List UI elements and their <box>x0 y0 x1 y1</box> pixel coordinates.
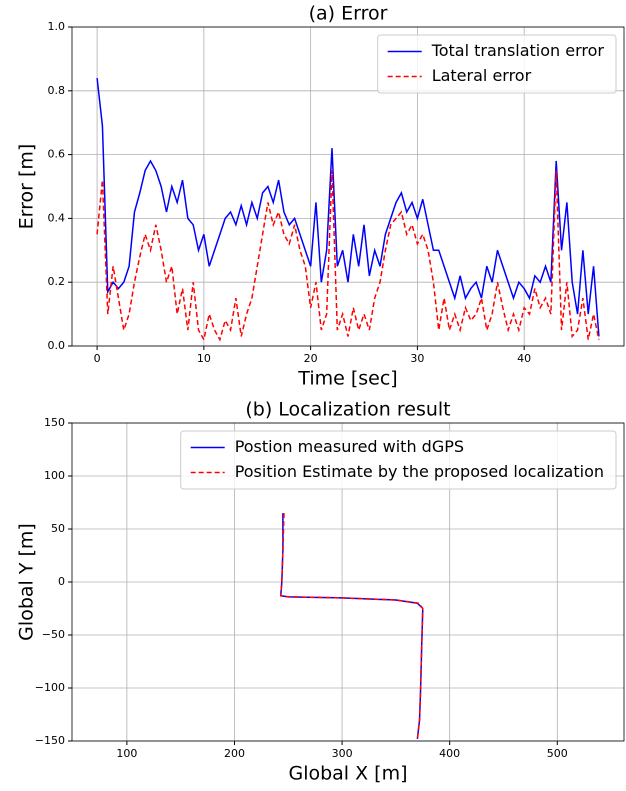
x-tick-label: 100 <box>116 747 137 760</box>
legend-frame <box>377 34 617 94</box>
legend: Postion measured with dGPS Position Estim… <box>180 430 617 490</box>
series-line <box>96 170 600 342</box>
x-tick-label: 30 <box>410 352 424 365</box>
plot-frame <box>71 26 625 347</box>
chart-title: (a) Error <box>309 3 388 25</box>
x-tick-label: 500 <box>547 747 568 760</box>
x-tick-label: 10 <box>197 352 211 365</box>
legend-label: Position Estimate by the proposed locali… <box>235 462 604 481</box>
plot-frame <box>71 422 625 742</box>
y-tick-label: 150 <box>44 416 65 429</box>
x-tick-label: 400 <box>439 747 460 760</box>
legend-label: Lateral error <box>432 66 532 85</box>
legend: Total translation error Lateral error <box>377 34 617 94</box>
y-axis-label: Global Y [m] <box>16 523 38 641</box>
series-line <box>279 513 424 739</box>
y-tick-label: −100 <box>35 681 65 694</box>
legend-label: Total translation error <box>431 41 605 60</box>
x-axis-label: Time [sec] <box>297 368 397 390</box>
y-tick-label: −50 <box>42 628 65 641</box>
chart-title: (b) Localization result <box>245 399 450 421</box>
y-tick-label: 0.2 <box>48 275 66 288</box>
y-tick-label: 1.0 <box>48 20 66 33</box>
x-tick-label: 200 <box>224 747 245 760</box>
x-axis-label: Global X [m] <box>288 763 407 785</box>
x-tick-label: 0 <box>94 352 101 365</box>
x-tick-label: 20 <box>304 352 318 365</box>
legend-label: Postion measured with dGPS <box>235 437 464 456</box>
y-tick-label: 0.0 <box>48 339 66 352</box>
y-axis-label: Error [m] <box>16 144 38 230</box>
series-line <box>96 77 600 337</box>
y-tick-label: −150 <box>35 734 65 747</box>
y-tick-label: 0.8 <box>48 84 66 97</box>
legend-frame <box>180 430 617 490</box>
series-line <box>279 513 424 739</box>
y-tick-label: 0 <box>58 575 65 588</box>
y-tick-label: 50 <box>51 522 65 535</box>
y-tick-label: 0.6 <box>48 148 66 161</box>
y-tick-label: 0.4 <box>48 211 66 224</box>
x-tick-label: 300 <box>332 747 353 760</box>
x-tick-label: 40 <box>517 352 531 365</box>
y-tick-label: 100 <box>44 469 65 482</box>
